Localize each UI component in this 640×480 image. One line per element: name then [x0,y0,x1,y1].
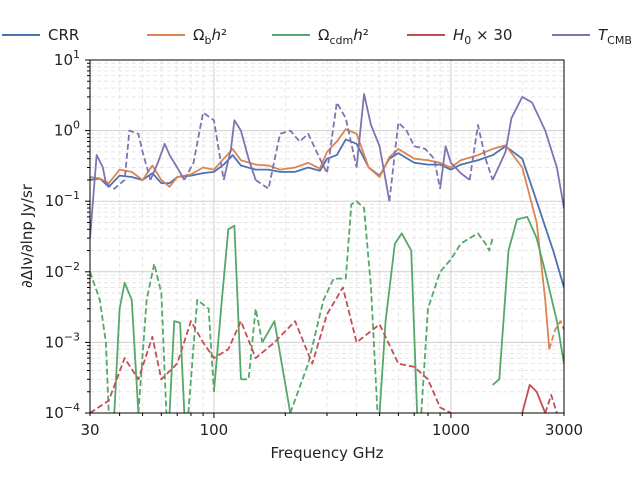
series-line-3 [378,232,419,413]
series-line-3 [137,262,168,413]
y-tick-label: 10−3 [45,330,80,351]
x-tick-label: 3000 [545,421,583,439]
legend-label: Ωcdmh² [318,26,369,47]
series-line-3 [90,271,110,413]
series-line-5 [183,111,225,181]
legend-label: Ωbh² [193,26,227,47]
axis-ticks: 30 100 1000 3000 10−4 10−3 10−2 10−1 100 101 [45,48,583,439]
series-line-3 [168,320,186,413]
series-line-2 [548,320,564,350]
series-layer [90,93,564,413]
x-tick-label: 100 [200,421,229,439]
series-line-5 [388,121,441,202]
series-line-3 [289,200,379,413]
series-line-4 [521,384,547,413]
series-line-5 [491,96,564,209]
y-tick-label: 10−2 [45,260,80,281]
series-line-3 [492,215,564,386]
x-tick-label: 30 [80,421,99,439]
series-line-5 [90,154,107,239]
series-line-5 [222,119,257,181]
series-line-3 [113,281,140,413]
series-line-5 [468,124,494,181]
legend-label: H0 × 30 [453,26,512,47]
x-tick-label: 1000 [432,421,470,439]
legend-label: TCMB [598,26,632,47]
y-tick-label: 10−1 [45,189,80,210]
y-tick-label: 10−4 [45,401,80,422]
series-line-5 [439,145,471,189]
series-line-3 [187,298,215,413]
series-line-5 [149,142,186,181]
series-line-3 [240,307,264,381]
series-line-5 [355,93,391,202]
y-tick-label: 101 [54,48,80,69]
series-line-3 [213,224,242,392]
series-line-3 [261,320,292,413]
legend-label: CRR [48,26,79,44]
grid [89,59,565,414]
y-tick-label: 100 [54,119,80,140]
legend: CRR Ωbh² Ωcdmh² H0 × 30 TCMB [2,26,632,47]
series-line-5 [255,101,358,190]
series-line-5 [105,129,152,190]
x-axis-label: Frequency GHz [270,444,383,462]
series-line-4 [90,286,452,413]
y-axis-label: ∂ΔIν/∂lnp Jy/sr [18,183,36,288]
series-line-4 [544,394,558,413]
series-line-3 [420,232,494,413]
series-line-2 [90,128,551,350]
series-line-1 [90,138,564,288]
